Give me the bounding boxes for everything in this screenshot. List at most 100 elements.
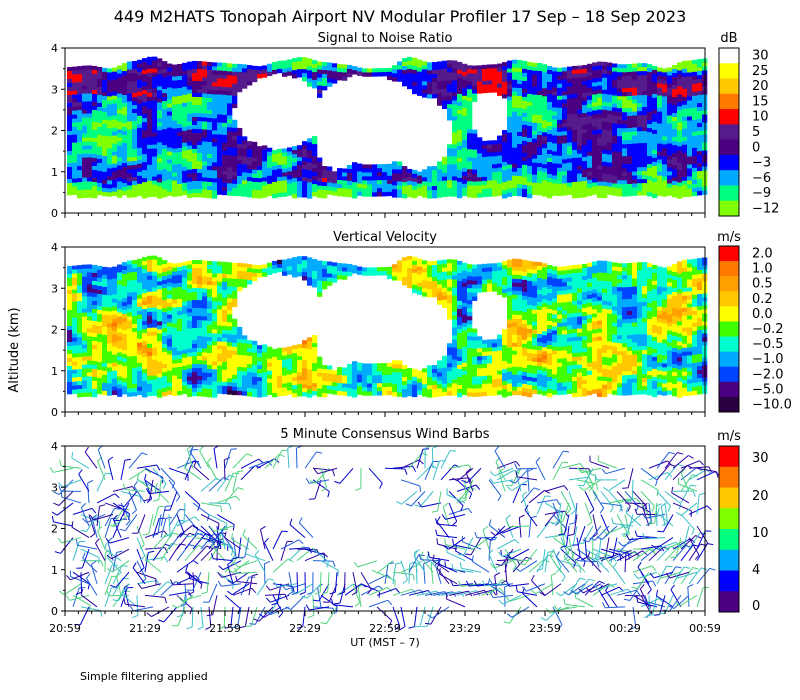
heatmap-cell bbox=[222, 166, 228, 172]
heatmap-cell bbox=[172, 291, 178, 296]
heatmap-cell bbox=[242, 343, 248, 348]
heatmap-cell bbox=[617, 184, 623, 189]
heatmap-cell bbox=[582, 157, 588, 162]
heatmap-cell bbox=[272, 380, 278, 386]
heatmap-cell bbox=[212, 389, 218, 394]
heatmap-cell bbox=[197, 89, 203, 94]
heatmap-cell bbox=[467, 145, 473, 150]
heatmap-cell bbox=[197, 141, 203, 146]
heatmap-cell bbox=[222, 154, 228, 160]
heatmap-cell bbox=[407, 168, 413, 174]
heatmap-cell bbox=[492, 188, 498, 193]
heatmap-cell bbox=[277, 64, 283, 70]
heatmap-cell bbox=[157, 389, 163, 394]
heatmap-cell bbox=[507, 176, 513, 181]
heatmap-cell bbox=[122, 191, 128, 196]
heatmap-cell bbox=[72, 301, 78, 306]
heatmap-cell bbox=[452, 180, 458, 185]
heatmap-cell bbox=[152, 184, 158, 189]
heatmap-cell bbox=[672, 149, 678, 154]
heatmap-cell bbox=[522, 68, 528, 74]
heatmap-cell bbox=[292, 273, 298, 278]
heatmap-cell bbox=[232, 91, 238, 97]
heatmap-cell bbox=[452, 104, 458, 109]
heatmap-cell bbox=[182, 78, 188, 84]
heatmap-cell bbox=[317, 364, 323, 369]
heatmap-cell bbox=[622, 160, 628, 165]
heatmap-cell bbox=[197, 165, 203, 170]
heatmap-cell bbox=[307, 146, 313, 151]
heatmap-cell bbox=[92, 348, 98, 354]
heatmap-cell bbox=[222, 341, 228, 347]
heatmap-cell bbox=[632, 179, 638, 184]
heatmap-cell bbox=[242, 76, 248, 81]
heatmap-cell bbox=[102, 171, 108, 177]
heatmap-cell bbox=[92, 69, 98, 75]
heatmap-cell bbox=[447, 184, 453, 189]
heatmap-cell bbox=[217, 178, 223, 183]
heatmap-cell bbox=[497, 91, 503, 96]
heatmap-cell bbox=[487, 188, 493, 193]
heatmap-cell bbox=[207, 289, 213, 294]
heatmap-cell bbox=[517, 87, 523, 93]
heatmap-cell bbox=[107, 84, 113, 89]
heatmap-cell bbox=[542, 176, 548, 181]
heatmap-cell bbox=[122, 99, 128, 104]
heatmap-cell bbox=[122, 330, 128, 335]
heatmap-cell bbox=[312, 136, 318, 141]
heatmap-cell bbox=[677, 150, 683, 155]
heatmap-cell bbox=[282, 188, 288, 193]
heatmap-cell bbox=[282, 391, 288, 396]
heatmap-cell bbox=[217, 297, 223, 302]
heatmap-cell bbox=[132, 193, 138, 198]
heatmap-cell bbox=[177, 390, 183, 396]
heatmap-cell bbox=[552, 135, 558, 140]
heatmap-cell bbox=[172, 299, 178, 304]
heatmap-cell bbox=[207, 393, 213, 398]
heatmap-cell bbox=[677, 66, 683, 71]
heatmap-cell bbox=[247, 388, 253, 393]
heatmap-cell bbox=[187, 145, 193, 150]
heatmap-cell bbox=[342, 180, 348, 185]
heatmap-cell bbox=[632, 127, 638, 132]
heatmap-cell bbox=[297, 193, 303, 198]
heatmap-cell bbox=[377, 176, 383, 181]
heatmap-cell bbox=[182, 122, 188, 128]
heatmap-cell bbox=[442, 64, 448, 70]
heatmap-cell bbox=[87, 392, 93, 397]
heatmap-cell bbox=[422, 73, 428, 78]
heatmap-cell bbox=[222, 62, 228, 68]
heatmap-cell bbox=[87, 352, 93, 357]
heatmap-cell bbox=[402, 66, 408, 71]
heatmap-cell bbox=[567, 166, 573, 171]
heatmap-cell bbox=[197, 145, 203, 150]
heatmap-cell bbox=[107, 76, 113, 81]
heatmap-cell bbox=[67, 123, 73, 128]
heatmap-cell bbox=[142, 106, 148, 111]
heatmap-cell bbox=[137, 274, 143, 280]
heatmap-cell bbox=[172, 359, 178, 364]
heatmap-cell bbox=[157, 98, 163, 103]
heatmap-cell bbox=[222, 146, 228, 152]
heatmap-cell bbox=[312, 347, 318, 352]
heatmap-cell bbox=[197, 161, 203, 166]
heatmap-cell bbox=[112, 298, 118, 303]
heatmap-cell bbox=[467, 177, 473, 182]
heatmap-cell bbox=[97, 154, 103, 160]
heatmap-cell bbox=[157, 257, 163, 262]
heatmap-cell bbox=[282, 152, 288, 157]
heatmap-cell bbox=[167, 294, 173, 299]
heatmap-cell bbox=[502, 166, 508, 171]
heatmap-cell bbox=[187, 320, 193, 325]
heatmap-cell bbox=[697, 63, 703, 68]
heatmap-cell bbox=[82, 121, 88, 126]
heatmap-cell bbox=[97, 325, 103, 331]
heatmap-cell bbox=[567, 66, 573, 71]
heatmap-cell bbox=[502, 178, 508, 183]
heatmap-cell bbox=[642, 143, 648, 148]
heatmap-cell bbox=[217, 305, 223, 310]
heatmap-cell bbox=[112, 91, 118, 96]
heatmap-cell bbox=[132, 145, 138, 150]
heatmap-cell bbox=[427, 78, 433, 83]
heatmap-cell bbox=[397, 181, 403, 186]
